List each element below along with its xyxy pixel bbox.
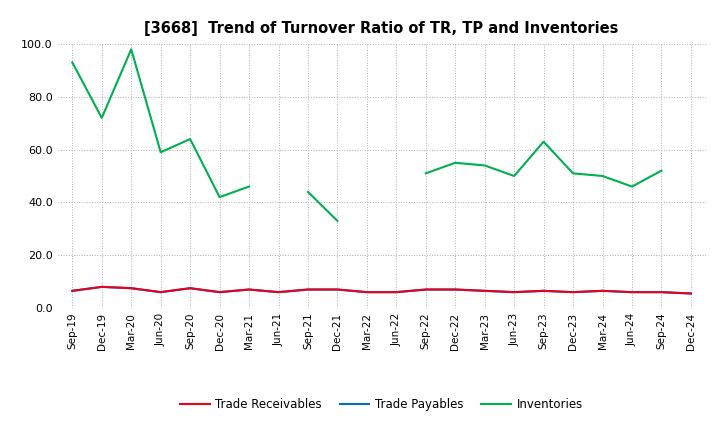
Trade Payables: [657, 290, 666, 295]
Trade Receivables: [451, 287, 459, 292]
Trade Receivables: [480, 288, 489, 293]
Line: Inventories: Inventories: [72, 49, 662, 221]
Inventories: [333, 218, 342, 224]
Trade Receivables: [363, 290, 372, 295]
Inventories: [539, 139, 548, 144]
Trade Receivables: [510, 290, 518, 295]
Inventories: [68, 60, 76, 65]
Trade Receivables: [245, 287, 253, 292]
Trade Receivables: [215, 290, 224, 295]
Trade Receivables: [628, 290, 636, 295]
Trade Payables: [127, 286, 135, 291]
Trade Payables: [421, 287, 430, 292]
Trade Receivables: [392, 290, 400, 295]
Trade Payables: [304, 287, 312, 292]
Trade Receivables: [687, 291, 696, 296]
Inventories: [657, 168, 666, 173]
Line: Trade Receivables: Trade Receivables: [72, 287, 691, 293]
Line: Trade Payables: Trade Payables: [72, 287, 691, 293]
Trade Payables: [628, 290, 636, 295]
Trade Payables: [392, 290, 400, 295]
Inventories: [569, 171, 577, 176]
Trade Payables: [333, 287, 342, 292]
Trade Receivables: [598, 288, 607, 293]
Trade Payables: [245, 287, 253, 292]
Trade Receivables: [304, 287, 312, 292]
Trade Payables: [510, 290, 518, 295]
Trade Receivables: [156, 290, 165, 295]
Trade Receivables: [569, 290, 577, 295]
Inventories: [421, 171, 430, 176]
Trade Payables: [156, 290, 165, 295]
Inventories: [451, 160, 459, 165]
Trade Receivables: [97, 284, 106, 290]
Inventories: [156, 150, 165, 155]
Inventories: [628, 184, 636, 189]
Trade Payables: [569, 290, 577, 295]
Trade Receivables: [68, 288, 76, 293]
Inventories: [215, 194, 224, 200]
Trade Receivables: [186, 286, 194, 291]
Trade Payables: [215, 290, 224, 295]
Legend: Trade Receivables, Trade Payables, Inventories: Trade Receivables, Trade Payables, Inven…: [176, 393, 588, 415]
Inventories: [304, 189, 312, 194]
Inventories: [127, 47, 135, 52]
Trade Payables: [186, 286, 194, 291]
Inventories: [480, 163, 489, 168]
Trade Payables: [598, 288, 607, 293]
Trade Receivables: [274, 290, 283, 295]
Trade Payables: [480, 288, 489, 293]
Trade Payables: [274, 290, 283, 295]
Inventories: [97, 115, 106, 121]
Trade Payables: [363, 290, 372, 295]
Inventories: [510, 173, 518, 179]
Trade Payables: [68, 288, 76, 293]
Inventories: [186, 136, 194, 142]
Trade Receivables: [421, 287, 430, 292]
Trade Payables: [97, 284, 106, 290]
Inventories: [598, 173, 607, 179]
Trade Receivables: [333, 287, 342, 292]
Trade Receivables: [539, 288, 548, 293]
Title: [3668]  Trend of Turnover Ratio of TR, TP and Inventories: [3668] Trend of Turnover Ratio of TR, TP…: [145, 21, 618, 36]
Trade Receivables: [657, 290, 666, 295]
Trade Payables: [451, 287, 459, 292]
Inventories: [245, 184, 253, 189]
Trade Payables: [687, 291, 696, 296]
Trade Receivables: [127, 286, 135, 291]
Trade Payables: [539, 288, 548, 293]
